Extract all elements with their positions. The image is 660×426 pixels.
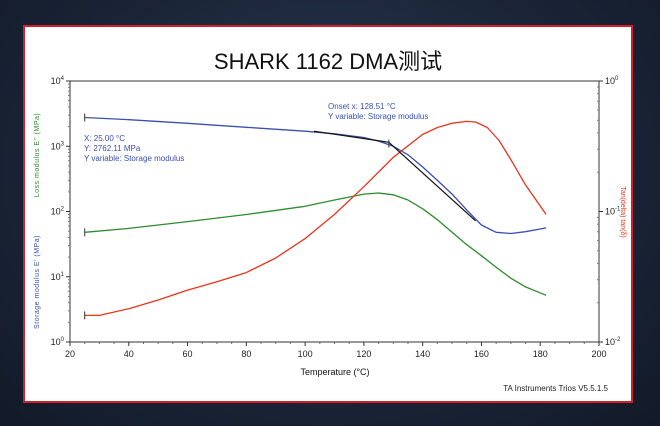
chart-title: SHARK 1162 DMA测试 [214, 49, 442, 74]
x-tick-label: 80 [241, 349, 251, 359]
y-left-tick-label: 101 [51, 272, 65, 282]
footer-software-version: TA Instruments Trios V5.5.1.5 [503, 384, 608, 393]
y-axis-label-loss: Loss modulus E'' (MPa) [34, 113, 41, 197]
annotation-point-y: Y: 2762.11 MPa [84, 144, 141, 153]
x-tick-label: 60 [183, 349, 193, 359]
x-tick-label: 40 [124, 349, 134, 359]
x-tick-label: 200 [591, 349, 606, 359]
y-axis-label-storage: Storage modulus E' (MPa) [34, 235, 41, 329]
y-left-tick-label: 100 [51, 337, 65, 347]
y-left-tick-label: 104 [51, 76, 65, 86]
series-line-loss-modulus [84, 192, 547, 296]
annotation-onset-x: Onset x: 128.51 °C [328, 102, 396, 111]
y-right-tick-label: 100 [605, 76, 619, 86]
y-left-tick-label: 103 [51, 141, 65, 151]
annotation-point-x: X: 25.00 °C [84, 134, 125, 143]
x-tick-label: 100 [298, 349, 313, 359]
series-line-storage-modulus [84, 116, 547, 235]
x-tick-label: 120 [356, 349, 371, 359]
x-tick-label: 160 [474, 349, 489, 359]
x-tick-label: 180 [533, 349, 548, 359]
x-tick-label: 140 [415, 349, 430, 359]
y-right-tick-label: 10-2 [605, 337, 621, 347]
onset-tangent-line [313, 130, 389, 143]
annotation-onset-variable: Y variable: Storage modulus [328, 112, 428, 121]
annotation-point-variable: Y variable: Storage modulus [84, 154, 184, 163]
x-axis-label: Temperature (°C) [300, 367, 369, 377]
series-line-tan-delta [84, 120, 547, 317]
y-left-tick-label: 102 [51, 207, 65, 217]
y-right-tick-label: 10-1 [605, 207, 621, 217]
onset-tangent-line [388, 141, 476, 222]
y-axis-label-tandelta: Tan(delta) tan(δ) [619, 186, 626, 237]
x-tick-label: 20 [65, 349, 75, 359]
chart-frame: SHARK 1162 DMA测试 20 40 60 80 100 120 140 160 180 2… [23, 25, 633, 403]
chart: SHARK 1162 DMA测试 20 40 60 80 100 120 140 160 180 2… [34, 49, 626, 393]
